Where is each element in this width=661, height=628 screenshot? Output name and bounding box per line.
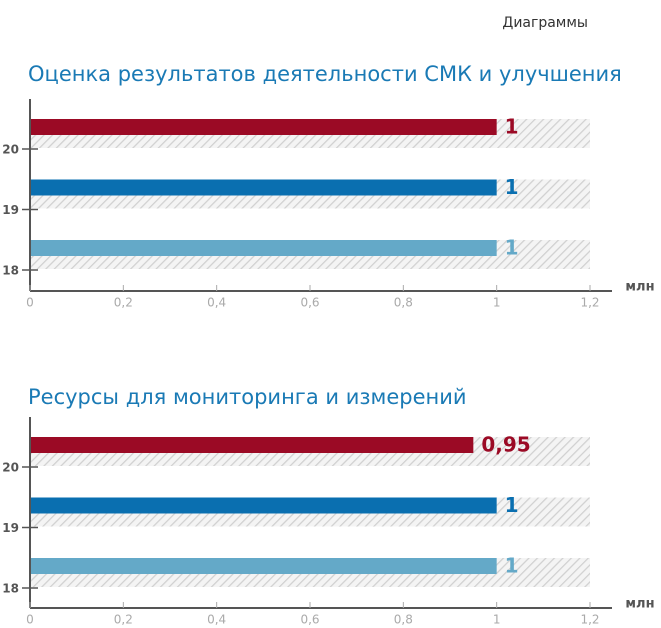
x-tick-label: 0 — [26, 296, 34, 310]
bar — [30, 179, 497, 196]
x-tick-label: 1,2 — [580, 613, 599, 627]
x-tick-label: 0,6 — [300, 613, 319, 627]
x-tick-label: 1,2 — [580, 296, 599, 310]
x-tick-label: 1 — [493, 296, 501, 310]
y-tick-label: 19 — [2, 521, 19, 535]
y-tick-label: 20 — [2, 143, 19, 157]
chart-title: Оценка результатов деятельности СМК и ул… — [28, 62, 622, 86]
bar — [30, 497, 497, 514]
bar — [30, 558, 497, 574]
y-tick-label: 19 — [2, 203, 19, 217]
value-label: 1 — [505, 175, 519, 199]
y-tick-label: 18 — [2, 264, 19, 278]
x-tick-label: 0,6 — [300, 296, 319, 310]
x-tick-label: 0,4 — [207, 296, 226, 310]
y-tick-label: 20 — [2, 461, 19, 475]
x-tick-label: 0,2 — [114, 613, 133, 627]
x-tick-label: 0 — [26, 613, 34, 627]
bar — [30, 240, 497, 256]
x-tick-label: 0,4 — [207, 613, 226, 627]
bar — [30, 119, 497, 135]
x-tick-label: 0,8 — [394, 296, 413, 310]
x-unit: млн — [625, 280, 654, 295]
x-tick-label: 0,8 — [394, 613, 413, 627]
value-label: 1 — [505, 493, 519, 517]
value-label: 0,95 — [481, 433, 530, 457]
value-label: 1 — [505, 236, 519, 260]
y-tick-label: 18 — [2, 582, 19, 596]
x-tick-label: 0,2 — [114, 296, 133, 310]
page-header: Диаграммы — [502, 15, 588, 31]
value-label: 1 — [505, 115, 519, 139]
bar — [30, 437, 474, 453]
x-tick-label: 1 — [493, 613, 501, 627]
chart-title: Ресурсы для мониторинга и измерений — [28, 385, 467, 409]
x-unit: млн — [625, 597, 654, 612]
value-label: 1 — [505, 554, 519, 578]
